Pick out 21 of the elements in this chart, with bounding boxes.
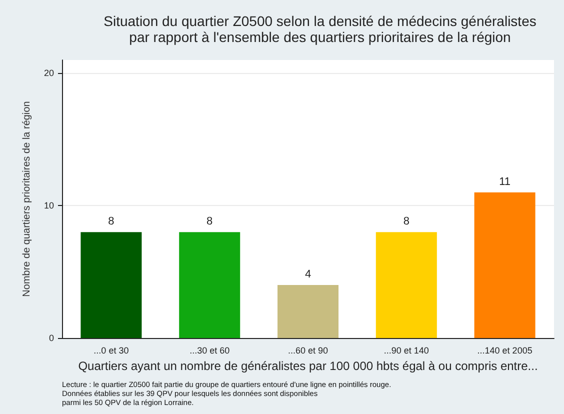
data-label: 8 bbox=[108, 216, 114, 228]
bar bbox=[179, 232, 240, 338]
x-tick-label: ...0 et 30 bbox=[94, 346, 129, 356]
x-tick-label: ...140 et 2005 bbox=[477, 346, 532, 356]
data-label: 11 bbox=[499, 176, 511, 188]
x-tick-label: ...90 et 140 bbox=[384, 346, 429, 356]
bar bbox=[376, 232, 437, 338]
data-label: 8 bbox=[403, 216, 410, 228]
data-label: 4 bbox=[304, 268, 312, 281]
x-tick-label: ...30 et 60 bbox=[190, 346, 230, 356]
x-tick-label: ...60 et 90 bbox=[288, 346, 328, 356]
y-tick-label: 0 bbox=[48, 333, 54, 343]
bar bbox=[474, 192, 536, 338]
y-tick-label: 20 bbox=[44, 68, 54, 78]
bar bbox=[80, 232, 142, 338]
chart-title: Situation du quartier Z0500 selon la densité de médecins généralistes par rapport à l'ensemble des quartiers prioritaires de la région bbox=[104, 13, 536, 45]
x-axis-title: Quartiers ayant un nombre de généralistes par 100 000 hbts égal à ou compris entre... bbox=[78, 358, 538, 373]
data-label: 8 bbox=[206, 216, 213, 228]
bar bbox=[277, 285, 339, 338]
y-axis-title: Nombre de quartiers prioritaires de la région bbox=[22, 101, 32, 297]
y-tick-label: 10 bbox=[44, 200, 54, 211]
